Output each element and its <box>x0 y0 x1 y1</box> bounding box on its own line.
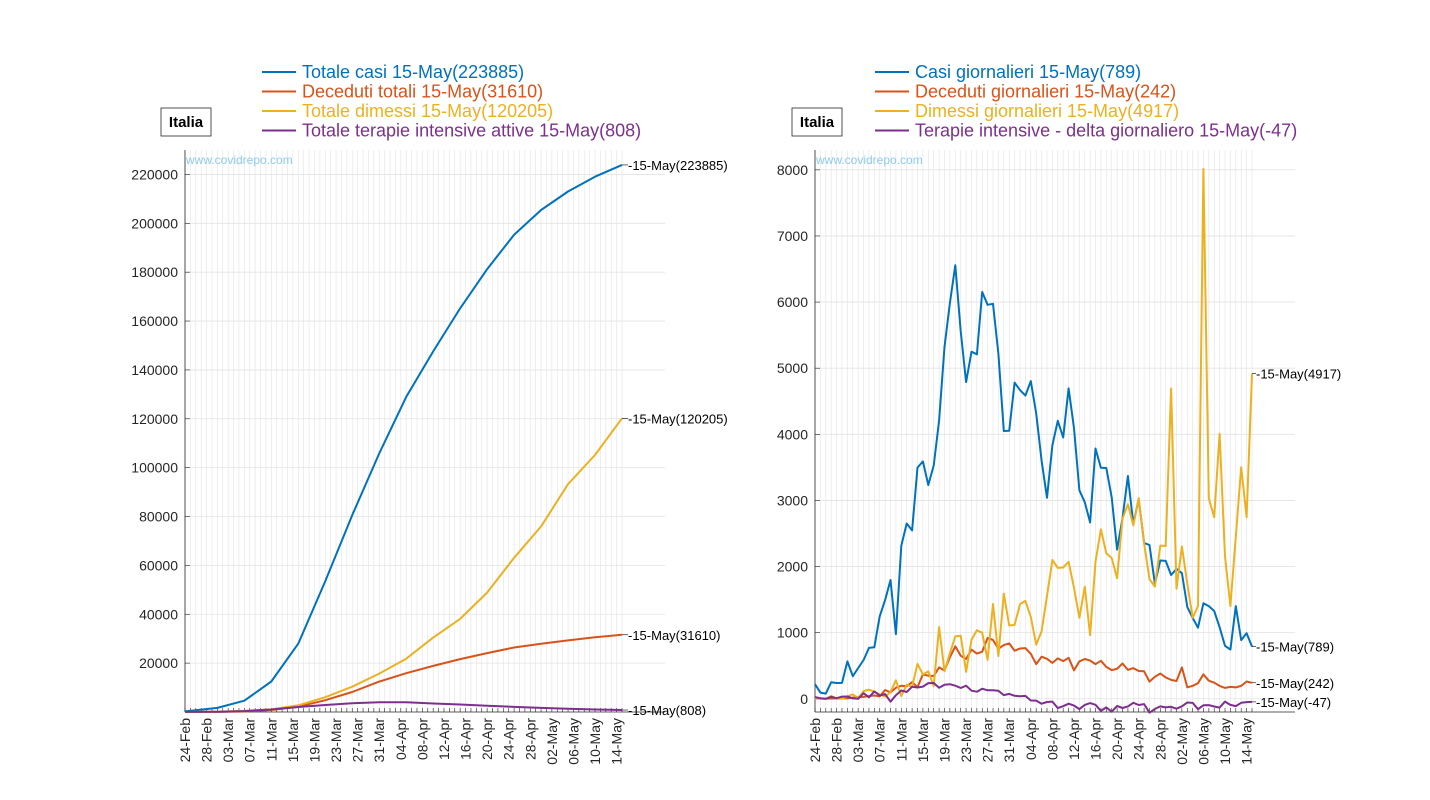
series-end-label: -15-May(120205) <box>628 411 728 426</box>
x-tick-label: 12-Apr <box>436 718 452 760</box>
series-end-label: -15-May(-47) <box>1256 695 1331 710</box>
x-tick-label: 12-Apr <box>1066 718 1082 760</box>
x-tick-label: 16-Apr <box>1088 718 1104 760</box>
x-tick-label: 27-Mar <box>350 718 366 763</box>
series-end-label: -15-May(242) <box>1256 676 1334 691</box>
legend-entry: Totale terapie intensive attive 15-May(8… <box>302 121 641 141</box>
chart-title: Italia <box>169 114 204 131</box>
y-tick-label: 6000 <box>777 294 808 310</box>
y-tick-label: 140000 <box>131 362 178 378</box>
legend-entry: Totale casi 15-May(223885) <box>302 62 524 82</box>
y-tick-label: 80000 <box>139 509 178 525</box>
legend-entry: Casi giornalieri 15-May(789) <box>915 62 1141 82</box>
x-tick-label: 19-Mar <box>936 718 952 763</box>
y-tick-label: 40000 <box>139 606 178 622</box>
series-end-label: -15-May(4917) <box>1256 367 1341 382</box>
y-tick-label: 1000 <box>777 625 808 641</box>
series-end-label: -15-May(223885) <box>628 158 728 173</box>
y-tick-label: 160000 <box>131 313 178 329</box>
x-tick-label: 14-May <box>1239 718 1255 765</box>
y-tick-label: 20000 <box>139 655 178 671</box>
y-tick-label: 60000 <box>139 557 178 573</box>
x-tick-label: 28-Feb <box>199 718 215 763</box>
x-tick-label: 07-Mar <box>872 718 888 763</box>
x-tick-label: 16-Apr <box>458 718 474 760</box>
series-end-label: -15-May(789) <box>1256 640 1334 655</box>
x-tick-label: 24-Apr <box>1131 718 1147 760</box>
x-grid <box>184 150 623 712</box>
chart-title: Italia <box>800 114 835 131</box>
x-tick-label: 31-Mar <box>1001 718 1017 763</box>
x-grid <box>814 150 1253 712</box>
x-tick-label: 03-Mar <box>220 718 236 763</box>
series-line-3 <box>814 167 1253 700</box>
watermark: www.covidrepo.com <box>815 153 923 167</box>
y-tick-label: 5000 <box>777 360 808 376</box>
x-tick-label: 15-Mar <box>915 718 931 763</box>
x-tick-label: 23-Mar <box>328 718 344 763</box>
series-line-4 <box>184 701 623 713</box>
x-tick-label: 03-Mar <box>850 718 866 763</box>
series-end-label: -15-May(31610) <box>628 628 721 643</box>
x-tick-label: 28-Feb <box>829 718 845 763</box>
y-tick-label: 8000 <box>777 162 808 178</box>
y-tick-label: 120000 <box>131 411 178 427</box>
watermark: www.covidrepo.com <box>185 153 293 167</box>
x-tick-label: 15-Mar <box>285 718 301 763</box>
title-box <box>160 107 212 137</box>
x-tick-label: 04-Apr <box>393 718 409 760</box>
y-tick-label: 220000 <box>131 166 178 182</box>
x-tick-label: 10-May <box>1217 718 1233 765</box>
x-tick-label: 24-Feb <box>807 718 823 763</box>
x-tick-label: 23-Mar <box>958 718 974 763</box>
x-tick-label: 07-Mar <box>242 718 258 763</box>
x-tick-label: 31-Mar <box>371 718 387 763</box>
x-tick-label: 02-May <box>544 718 560 765</box>
plot-area <box>185 150 665 712</box>
x-ticks <box>814 708 1253 712</box>
y-tick-label: 2000 <box>777 559 808 575</box>
legend-entry: Dimessi giornalieri 15-May(4917) <box>915 101 1179 121</box>
series-line-1 <box>184 163 623 713</box>
x-tick-label: 10-May <box>587 718 603 765</box>
x-tick-label: 08-Apr <box>1044 718 1060 760</box>
x-tick-label: 24-Feb <box>177 718 193 763</box>
x-tick-label: 24-Apr <box>501 718 517 760</box>
x-tick-label: 28-Apr <box>522 718 538 760</box>
series-line-2 <box>815 637 1253 700</box>
y-tick-label: 200000 <box>131 215 178 231</box>
x-tick-label: 08-Apr <box>414 718 430 760</box>
y-tick-label: 0 <box>800 691 808 707</box>
x-tick-label: 02-May <box>1174 718 1190 765</box>
x-tick-label: 27-Mar <box>980 718 996 763</box>
title-box <box>791 107 843 137</box>
series-end-label: -15-May(808) <box>628 703 706 718</box>
x-tick-label: 11-Mar <box>893 718 909 762</box>
x-tick-label: 28-Apr <box>1152 718 1168 760</box>
series-line-4 <box>814 682 1253 714</box>
chart-panel-1: 20000 40000 60000 80000 100000 120000 140000 16… <box>131 62 727 765</box>
legend-entry: Deceduti giornalieri 15-May(242) <box>915 82 1176 102</box>
y-tick-label: 3000 <box>777 492 808 508</box>
x-tick-label: 14-May <box>609 718 625 765</box>
y-tick-label: 4000 <box>777 426 808 442</box>
legend-entry: Totale dimessi 15-May(120205) <box>302 101 553 121</box>
x-tick-label: 11-Mar <box>263 718 279 762</box>
x-tick-label: 20-Apr <box>479 718 495 760</box>
x-tick-label: 20-Apr <box>1109 718 1125 760</box>
x-tick-label: 19-Mar <box>306 718 322 763</box>
y-tick-label: 100000 <box>131 460 178 476</box>
y-tick-label: 180000 <box>131 264 178 280</box>
y-tick-label: 7000 <box>777 228 808 244</box>
x-tick-label: 04-Apr <box>1023 718 1039 760</box>
legend-entry: Terapie intensive - delta giornaliero 15… <box>915 121 1297 141</box>
x-tick-label: 06-May <box>1195 718 1211 765</box>
legend-entry: Deceduti totali 15-May(31610) <box>302 82 543 102</box>
x-tick-label: 06-May <box>565 718 581 765</box>
chart-panel-2: 0 1000 2000 3000 4000 5000 6000 7000 8000 24-Feb 2… <box>777 62 1341 765</box>
y-grid <box>185 174 665 664</box>
